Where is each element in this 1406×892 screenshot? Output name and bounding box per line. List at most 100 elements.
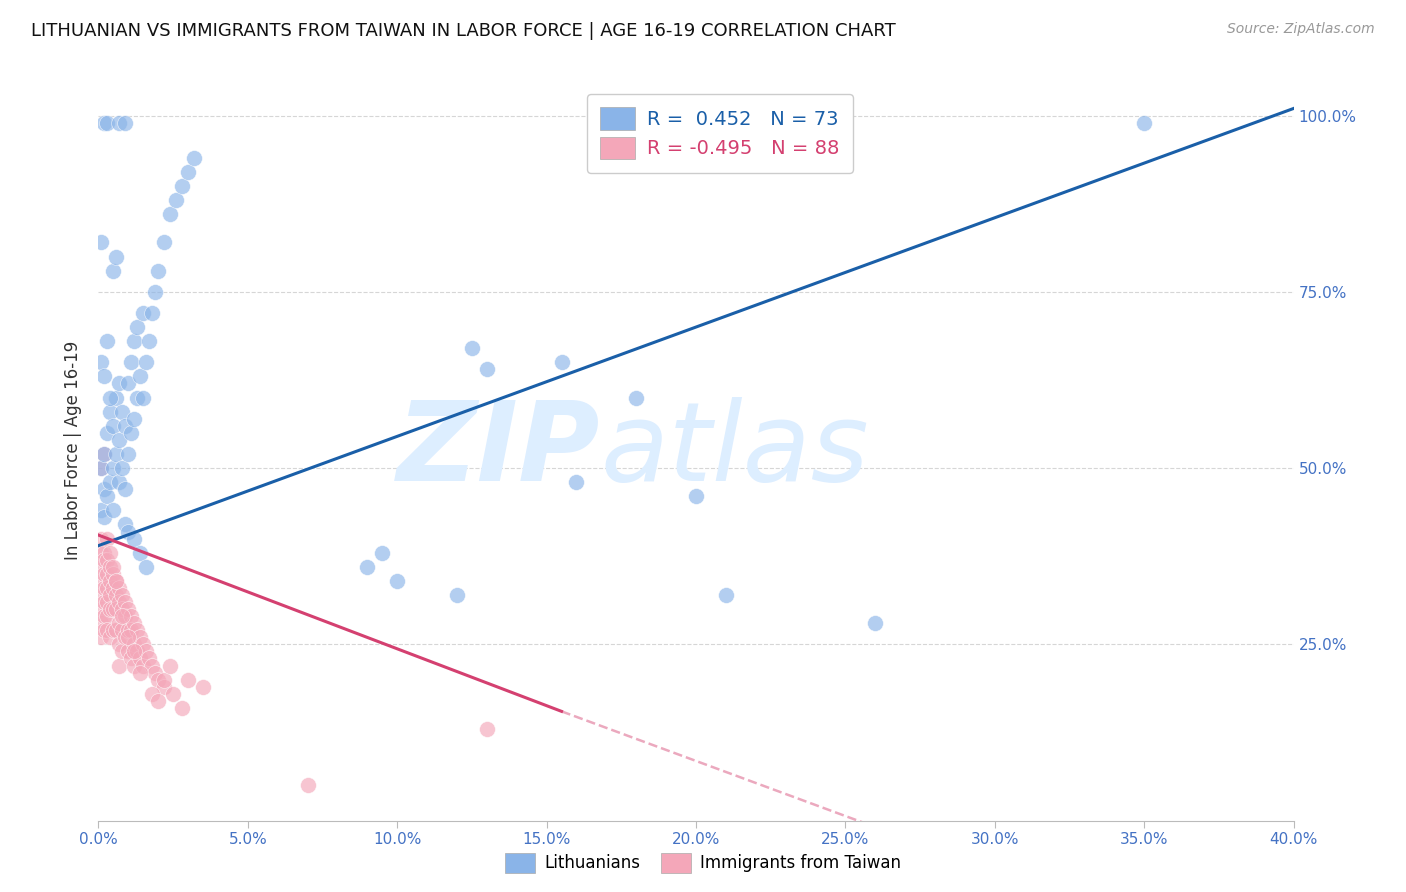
Point <box>550 355 572 369</box>
Point <box>103 566 125 581</box>
Point <box>98 588 122 602</box>
Text: ZIP: ZIP <box>396 397 600 504</box>
Point <box>96 489 118 503</box>
Point <box>446 588 468 602</box>
Point <box>114 595 136 609</box>
Point <box>159 207 181 221</box>
Point <box>93 447 115 461</box>
Point <box>129 369 152 384</box>
Point <box>93 369 115 384</box>
Point <box>103 418 125 433</box>
Point <box>124 637 146 651</box>
Point <box>129 651 152 665</box>
Point <box>1133 115 1156 129</box>
Point <box>162 687 184 701</box>
Point <box>105 588 128 602</box>
Point <box>93 510 115 524</box>
Point <box>127 644 149 658</box>
Point <box>297 778 319 792</box>
Point <box>626 391 648 405</box>
Point <box>96 566 118 581</box>
Point <box>90 616 112 631</box>
Point <box>141 306 163 320</box>
Point <box>138 334 160 348</box>
Point <box>111 624 134 638</box>
Point <box>356 559 378 574</box>
Point <box>90 461 112 475</box>
Point <box>132 658 155 673</box>
Point <box>98 574 122 588</box>
Point <box>108 433 131 447</box>
Point <box>685 489 707 503</box>
Point <box>153 673 176 687</box>
Point <box>90 532 112 546</box>
Point <box>141 687 163 701</box>
Point <box>114 609 136 624</box>
Point <box>141 658 163 673</box>
Point <box>148 263 170 277</box>
Point <box>96 553 118 567</box>
Text: Source: ZipAtlas.com: Source: ZipAtlas.com <box>1227 22 1375 37</box>
Point <box>865 616 887 631</box>
Legend: Lithuanians, Immigrants from Taiwan: Lithuanians, Immigrants from Taiwan <box>498 847 908 880</box>
Point <box>153 680 176 694</box>
Point <box>103 263 125 277</box>
Point <box>129 665 152 680</box>
Point <box>108 616 131 631</box>
Point <box>111 588 134 602</box>
Point <box>90 355 112 369</box>
Point <box>135 355 157 369</box>
Point <box>93 115 115 129</box>
Point <box>117 524 139 539</box>
Point <box>114 630 136 644</box>
Text: LITHUANIAN VS IMMIGRANTS FROM TAIWAN IN LABOR FORCE | AGE 16-19 CORRELATION CHAR: LITHUANIAN VS IMMIGRANTS FROM TAIWAN IN … <box>31 22 896 40</box>
Point <box>98 630 122 644</box>
Point <box>111 602 134 616</box>
Point <box>93 447 115 461</box>
Point <box>117 630 139 644</box>
Point <box>90 503 112 517</box>
Point <box>90 235 112 250</box>
Point <box>98 391 122 405</box>
Point <box>103 602 125 616</box>
Point <box>135 559 157 574</box>
Point <box>93 624 115 638</box>
Point <box>93 581 115 595</box>
Point <box>108 581 131 595</box>
Point <box>90 574 112 588</box>
Point <box>124 644 146 658</box>
Point <box>93 546 115 560</box>
Point <box>98 559 122 574</box>
Point <box>90 546 112 560</box>
Point <box>108 475 131 490</box>
Point <box>103 559 125 574</box>
Point <box>96 334 118 348</box>
Point <box>111 644 134 658</box>
Point <box>124 658 146 673</box>
Point <box>117 447 139 461</box>
Point <box>124 334 146 348</box>
Point <box>96 425 118 440</box>
Point <box>105 574 128 588</box>
Text: atlas: atlas <box>600 397 869 504</box>
Point <box>114 418 136 433</box>
Point <box>132 391 155 405</box>
Point <box>714 588 737 602</box>
Point <box>124 616 146 631</box>
Point <box>159 658 181 673</box>
Point <box>90 602 112 616</box>
Point <box>103 503 125 517</box>
Point <box>105 602 128 616</box>
Point <box>108 595 131 609</box>
Point <box>111 405 134 419</box>
Point <box>143 285 166 299</box>
Point <box>96 581 118 595</box>
Point <box>90 630 112 644</box>
Point <box>93 553 115 567</box>
Point <box>385 574 409 588</box>
Point <box>117 376 139 391</box>
Point <box>475 722 498 736</box>
Point <box>124 411 146 425</box>
Point <box>120 651 142 665</box>
Point <box>124 532 146 546</box>
